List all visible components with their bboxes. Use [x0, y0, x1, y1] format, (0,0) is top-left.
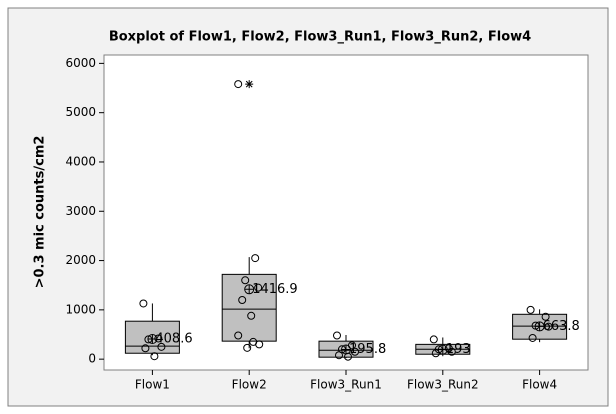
y-tick-label: 4000 [65, 154, 96, 168]
data-point [431, 349, 440, 358]
x-tick-label: Flow1 [135, 378, 170, 392]
data-point [254, 283, 263, 292]
data-point [255, 340, 264, 349]
data-point [238, 296, 247, 304]
y-tick-label: 6000 [65, 56, 96, 70]
y-axis-label: >0.3 mic counts/cm2 [33, 136, 48, 289]
mean-label: 193 [446, 342, 471, 357]
data-point [234, 80, 243, 89]
mean-cross [438, 345, 448, 355]
data-point [157, 342, 166, 351]
mean-label: 1416.9 [252, 282, 298, 297]
data-point [234, 331, 243, 340]
y-tick-label: 2000 [65, 253, 96, 267]
data-point [333, 331, 341, 340]
x-tick-label: Flow4 [522, 378, 557, 392]
data-point [154, 334, 163, 343]
data-point [150, 352, 159, 361]
data-point [429, 335, 438, 344]
outlier [245, 80, 254, 89]
mean-label: 408.6 [155, 332, 192, 347]
data-point [528, 333, 537, 342]
y-tick-label: 3000 [65, 204, 96, 218]
mean-label: 663.8 [543, 319, 580, 334]
y-tick-label: 5000 [65, 105, 96, 119]
data-point [139, 299, 148, 308]
mean-cross [147, 334, 157, 344]
mean-label: 195.8 [349, 342, 386, 357]
data-point [243, 343, 252, 352]
y-tick-label: 1000 [65, 302, 96, 316]
x-tick-label: Flow3_Run2 [407, 378, 479, 392]
x-tick-label: Flow2 [232, 378, 267, 392]
data-point [251, 254, 260, 263]
data-point [247, 311, 256, 320]
chart-title: Boxplot of Flow1, Flow2, Flow3_Run1, Flo… [109, 30, 531, 45]
mean-cross [341, 345, 351, 355]
mean-cross [244, 284, 254, 294]
data-point [447, 347, 456, 356]
mean-cross [535, 321, 545, 331]
y-tick-label: 0 [88, 352, 96, 366]
data-point [351, 347, 359, 356]
data-point [241, 276, 250, 285]
data-point [141, 344, 150, 353]
plot-area [103, 54, 589, 371]
x-tick-label: Flow3_Run1 [310, 378, 382, 392]
data-point [541, 312, 550, 321]
data-point [544, 322, 553, 331]
data-point [526, 305, 535, 314]
data-point [335, 351, 343, 360]
